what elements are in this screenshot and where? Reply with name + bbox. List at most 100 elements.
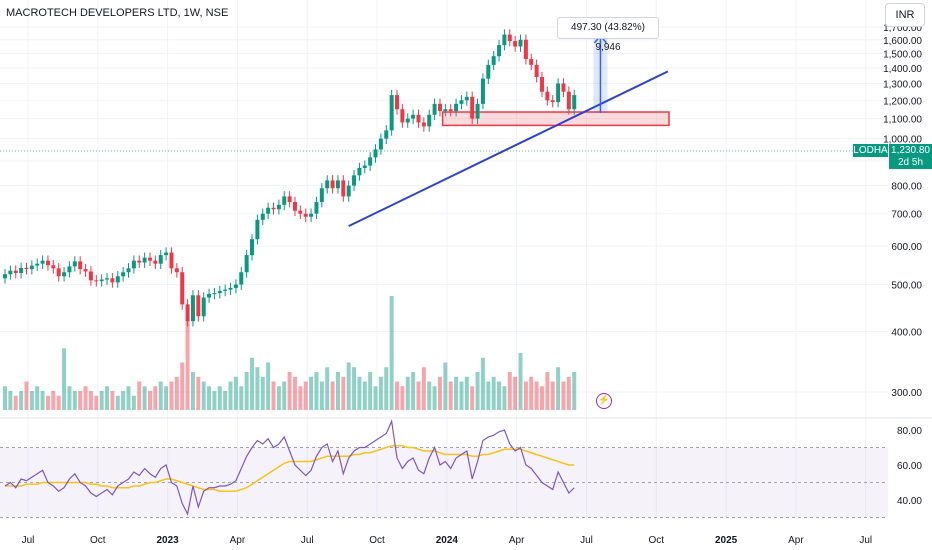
candle-body — [169, 252, 174, 269]
volume-bar — [432, 386, 437, 410]
volume-bar — [314, 372, 319, 410]
volume-bar — [94, 395, 99, 410]
time-axis: Jul Oct 2023 Apr Jul Oct 2024 Apr Jul Oct 2025 Apr J… — [22, 535, 873, 546]
volume-bar — [529, 376, 534, 410]
volume-bar — [561, 381, 566, 410]
trendline — [348, 70, 669, 227]
rsi-line — [4, 419, 575, 516]
grid — [0, 0, 888, 518]
volume-bar — [51, 391, 56, 410]
candle-body — [368, 157, 373, 166]
candle-body — [174, 268, 179, 273]
volume-bar — [3, 386, 7, 410]
candle-body — [121, 272, 126, 277]
candle-body — [357, 167, 362, 176]
candle-body — [239, 272, 244, 285]
candle-body — [346, 185, 351, 197]
volume-bar — [8, 391, 13, 410]
volume-bar — [72, 391, 77, 410]
candle-body — [529, 59, 534, 65]
price-tick-label: 1,200.00 — [883, 96, 922, 107]
price-tick-label: 500.00 — [891, 281, 922, 292]
candle-body — [24, 267, 29, 270]
candle-body — [212, 293, 217, 295]
volume-bar — [126, 386, 131, 410]
last-price: 1,230.80 — [891, 145, 930, 156]
drawings — [348, 34, 669, 227]
volume-bar — [341, 376, 346, 410]
candle-body — [142, 257, 147, 263]
price-tick-label: 1,100.00 — [883, 115, 922, 126]
candle-body — [217, 290, 222, 294]
volume-bar — [62, 348, 67, 410]
volume-bar — [523, 381, 528, 410]
rsi-tick-label: 40.00 — [897, 496, 922, 507]
volume-bar — [395, 381, 400, 410]
symbol-tag: LODHA — [853, 144, 888, 157]
candle-body — [88, 271, 93, 281]
candle-body — [454, 103, 459, 112]
candle-body — [72, 261, 77, 267]
candle-body — [260, 213, 265, 220]
price-tick-label: 700.00 — [891, 210, 922, 221]
candle-body — [99, 279, 104, 282]
candle-body — [105, 278, 110, 280]
candles — [3, 29, 577, 327]
price-tick-label: 300.00 — [891, 388, 922, 399]
candle-body — [534, 64, 539, 78]
candle-body — [51, 265, 56, 269]
candle-body — [276, 204, 281, 210]
candle-body — [298, 210, 303, 214]
volume-bar — [427, 381, 432, 410]
time-tick-label: 2023 — [156, 535, 179, 546]
volume-bar — [35, 386, 40, 410]
volume-bar — [19, 391, 24, 410]
candle-body — [373, 149, 378, 158]
candle-body — [362, 165, 367, 168]
candle-body — [443, 109, 448, 112]
price-tick-label: 1,600.00 — [883, 36, 922, 47]
time-tick-label: Apr — [230, 535, 246, 546]
candle-body — [201, 297, 206, 317]
candle-body — [13, 270, 18, 274]
volume-bar — [566, 376, 571, 410]
volume-bar — [223, 391, 228, 410]
time-tick-label: 2025 — [715, 535, 738, 546]
volume-bar — [303, 381, 308, 410]
volume-bar — [153, 386, 158, 410]
lightning-icon[interactable]: ⚡ — [596, 393, 612, 409]
candle-body — [389, 95, 394, 131]
candle-body — [427, 114, 432, 127]
candle-body — [185, 304, 190, 322]
volume-bar — [572, 372, 577, 410]
price-axis: 300.00400.00500.00600.00700.00800.00900.… — [883, 23, 922, 399]
candle-body — [228, 287, 233, 290]
time-tick-label: Jul — [580, 535, 593, 546]
volume-bar — [389, 296, 394, 410]
time-tick-label: Oct — [369, 535, 385, 546]
candle-body — [56, 268, 61, 277]
candle-body — [432, 103, 437, 115]
time-tick-label: 2024 — [436, 535, 459, 546]
volume-bar — [443, 362, 448, 410]
volume-bar — [362, 381, 367, 410]
chart-title: MACROTECH DEVELOPERS LTD, 1W, NSE — [6, 7, 229, 19]
volume-bar — [378, 376, 383, 410]
candle-body — [513, 41, 518, 47]
candle-body — [250, 239, 255, 256]
volume-bar — [454, 376, 459, 410]
volume-bar — [470, 386, 475, 410]
candle-body — [255, 219, 260, 240]
candle-body — [470, 96, 475, 119]
candle-body — [405, 118, 410, 123]
volume-bar — [352, 367, 357, 410]
volume-bar — [78, 391, 83, 410]
volume-bar — [190, 372, 195, 410]
candle-body — [411, 114, 416, 119]
currency-button[interactable]: INR — [885, 3, 925, 27]
volume-bar — [244, 372, 249, 410]
volume-bar — [309, 376, 314, 410]
volume-bar — [534, 381, 539, 410]
volume-bar — [292, 376, 297, 410]
